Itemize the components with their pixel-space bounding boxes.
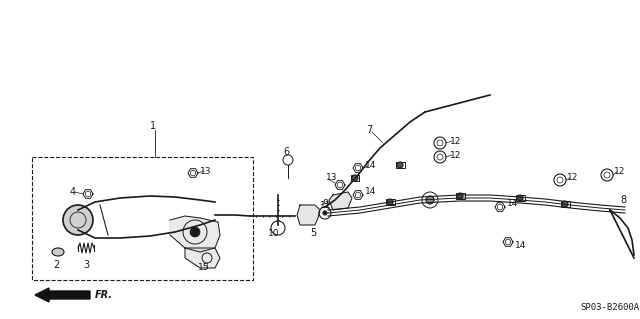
Circle shape [457, 193, 463, 199]
Text: 6: 6 [283, 147, 289, 157]
Text: 1: 1 [150, 121, 156, 131]
Polygon shape [329, 192, 352, 210]
Ellipse shape [52, 248, 64, 256]
Text: 13: 13 [326, 174, 337, 182]
Text: 13: 13 [200, 167, 211, 175]
Bar [561, 201, 570, 207]
Circle shape [352, 175, 358, 181]
FancyArrow shape [35, 288, 90, 302]
Bar [351, 175, 359, 181]
Text: 5: 5 [310, 228, 316, 238]
Bar [456, 193, 465, 199]
Bar [396, 162, 404, 168]
Text: 12: 12 [614, 167, 625, 176]
Text: 14: 14 [507, 198, 518, 207]
Text: SP03-B2600A: SP03-B2600A [580, 303, 639, 313]
Text: 15: 15 [198, 263, 209, 272]
Circle shape [323, 211, 327, 215]
Circle shape [387, 199, 393, 205]
Circle shape [517, 195, 523, 201]
Polygon shape [170, 216, 220, 252]
Text: 14: 14 [365, 188, 376, 197]
Circle shape [190, 227, 200, 237]
Circle shape [562, 201, 568, 207]
Bar [515, 195, 525, 201]
Text: 12: 12 [450, 137, 461, 145]
Text: 12: 12 [567, 174, 579, 182]
Text: FR.: FR. [95, 290, 113, 300]
Text: 12: 12 [450, 151, 461, 160]
Polygon shape [297, 205, 320, 225]
Text: 11: 11 [320, 201, 332, 210]
Text: 4: 4 [70, 187, 76, 197]
Circle shape [397, 162, 403, 168]
Circle shape [426, 196, 434, 204]
Text: 8: 8 [620, 195, 626, 205]
Circle shape [63, 205, 93, 235]
Text: 2: 2 [53, 260, 60, 270]
Text: 3: 3 [83, 260, 89, 270]
Text: 14: 14 [515, 241, 526, 249]
Text: 7: 7 [366, 125, 372, 135]
Bar [385, 199, 394, 205]
Text: 14: 14 [365, 160, 376, 169]
Text: 10: 10 [268, 228, 280, 238]
Text: 9: 9 [322, 199, 328, 209]
Bar [32, 157, 253, 280]
Polygon shape [185, 248, 220, 268]
